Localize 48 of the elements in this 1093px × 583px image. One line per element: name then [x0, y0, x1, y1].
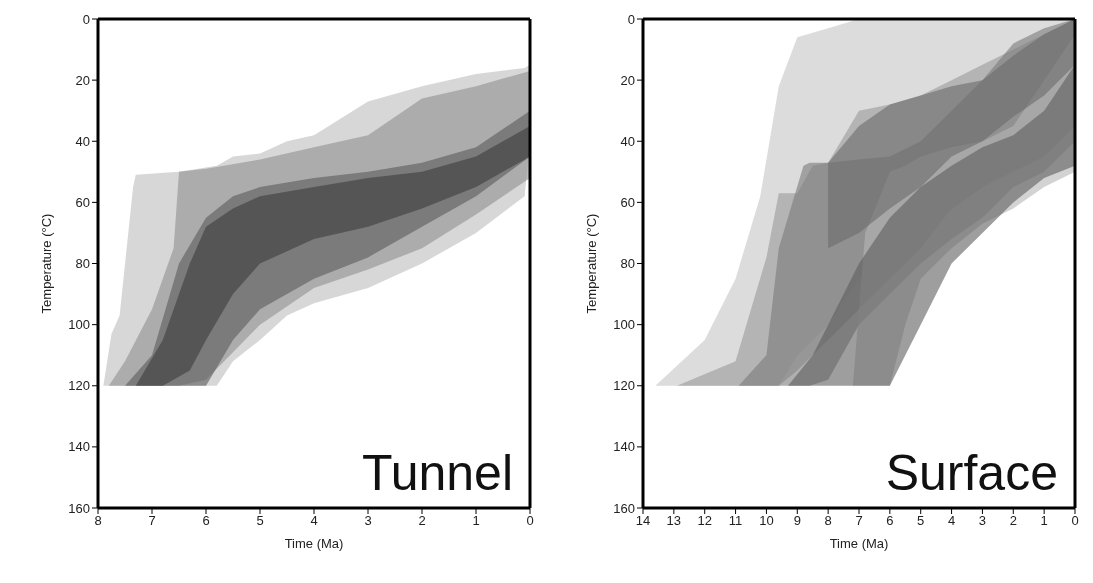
- x-tick-label: 10: [759, 513, 774, 529]
- x-tick-label: 1: [1040, 513, 1048, 529]
- y-tick-label: 100: [68, 317, 90, 333]
- x-tick-label: 0: [1071, 513, 1079, 529]
- x-axis-title: Time (Ma): [284, 536, 344, 551]
- annotation: Tunnel: [361, 445, 513, 501]
- y-tick-label: 40: [620, 133, 635, 149]
- x-tick-label: 0: [526, 513, 534, 529]
- y-tick-label: 60: [75, 194, 90, 210]
- x-tick-label: 5: [256, 513, 264, 529]
- x-tick-label: 12: [697, 513, 712, 529]
- y-tick-label: 60: [620, 194, 635, 210]
- y-tick-label: 100: [613, 317, 635, 333]
- x-tick-label: 1: [472, 513, 480, 529]
- x-tick-label: 9: [793, 513, 801, 529]
- x-tick-label: 8: [824, 513, 832, 529]
- x-tick-label: 3: [978, 513, 987, 529]
- y-axis-title: Temperature (°C): [38, 213, 54, 314]
- y-axis-title: Temperature (°C): [583, 213, 599, 314]
- x-tick-label: 2: [1009, 513, 1017, 529]
- y-tick-label: 0: [627, 11, 635, 27]
- y-tick-label: 140: [613, 439, 635, 455]
- x-tick-label: 8: [94, 513, 102, 529]
- x-tick-label: 5: [917, 513, 925, 529]
- x-tick-label: 13: [666, 513, 682, 529]
- y-tick-label: 120: [68, 378, 90, 394]
- y-tick-label: 160: [68, 500, 90, 516]
- x-axis-title: Time (Ma): [829, 536, 889, 551]
- y-tick-label: 20: [75, 72, 90, 88]
- y-tick-label: 80: [620, 256, 635, 272]
- x-tick-label: 6: [886, 513, 894, 529]
- x-tick-label: 6: [202, 513, 210, 529]
- x-tick-label: 7: [148, 513, 156, 529]
- x-tick-label: 3: [364, 513, 372, 529]
- x-tick-label: 14: [635, 513, 651, 529]
- y-tick-label: 80: [75, 256, 90, 272]
- annotation: Surface: [885, 445, 1058, 501]
- y-tick-label: 0: [82, 11, 90, 27]
- x-tick-label: 11: [728, 513, 743, 529]
- x-tick-label: 4: [947, 513, 956, 529]
- y-tick-label: 160: [613, 500, 635, 516]
- y-tick-label: 120: [613, 378, 635, 394]
- y-tick-label: 20: [620, 72, 635, 88]
- y-tick-label: 140: [68, 439, 90, 455]
- y-tick-label: 40: [75, 133, 90, 149]
- x-tick-label: 4: [310, 513, 318, 529]
- x-tick-label: 7: [855, 513, 863, 529]
- x-tick-label: 2: [418, 513, 426, 529]
